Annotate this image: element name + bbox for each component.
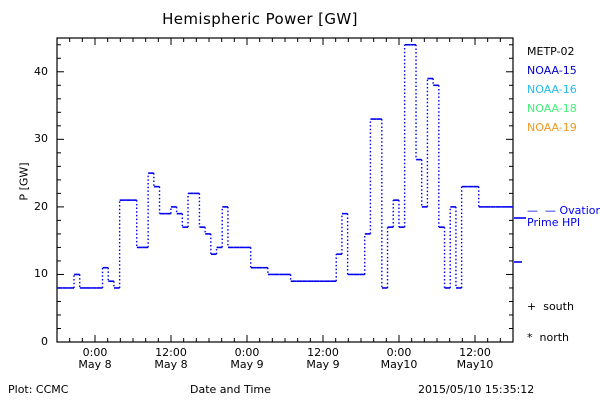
axis-ticks bbox=[56, 38, 514, 343]
x-tick-label: 0:00 May 8 bbox=[60, 347, 130, 371]
x-tick-label: 12:00 May10 bbox=[440, 347, 510, 371]
axes-frame bbox=[56, 37, 514, 343]
legend-item-label: NOAA-16 bbox=[527, 83, 577, 96]
x-tick-time: 0:00 bbox=[234, 346, 260, 359]
legend-item-noaa-16[interactable]: NOAA-16 bbox=[527, 83, 577, 96]
marker-legend-north: * north bbox=[527, 331, 570, 344]
legend-item-label: METP-02 bbox=[527, 45, 575, 58]
legend-item-noaa-15[interactable]: NOAA-15 bbox=[527, 64, 577, 77]
timestamp-label: 2015/05/10 15:35:12 bbox=[418, 383, 535, 396]
y-tick-label: 20 bbox=[34, 199, 48, 213]
legend-item-metp-02[interactable]: METP-02 bbox=[527, 45, 575, 58]
x-tick-time: 12:00 bbox=[307, 346, 339, 359]
x-tick-date: May10 bbox=[380, 358, 418, 371]
legend-item-label: NOAA-19 bbox=[527, 121, 577, 134]
plot-source-label: Plot: CCMC bbox=[8, 383, 69, 396]
y-tick-label: 0 bbox=[41, 335, 48, 348]
chart-title: Hemispheric Power [GW] bbox=[162, 10, 358, 28]
legend-item-label: NOAA-18 bbox=[527, 102, 577, 115]
x-tick-date: May10 bbox=[456, 358, 494, 371]
plot-frame bbox=[56, 37, 514, 343]
ovation-prime-legend: — — Ovation Prime HPI bbox=[527, 205, 600, 229]
x-tick-time: 12:00 bbox=[155, 346, 187, 359]
legend-item-noaa-18[interactable]: NOAA-18 bbox=[527, 102, 577, 115]
x-tick-time: 0:00 bbox=[82, 346, 108, 359]
legend-item-noaa-19[interactable]: NOAA-19 bbox=[527, 121, 577, 134]
x-tick-label: 0:00 May 9 bbox=[212, 347, 282, 371]
right-edge-marks bbox=[514, 217, 526, 263]
ovation-line2: Prime HPI bbox=[527, 216, 581, 229]
x-tick-date: May 9 bbox=[306, 358, 340, 371]
legend-item-label: NOAA-15 bbox=[527, 64, 577, 77]
x-tick-label: 12:00 May 9 bbox=[288, 347, 358, 371]
y-tick-label: 30 bbox=[34, 132, 48, 146]
x-axis-label: Date and Time bbox=[190, 383, 271, 396]
x-tick-label: 0:00 May10 bbox=[364, 347, 434, 371]
x-tick-label: 12:00 May 8 bbox=[136, 347, 206, 371]
data-series bbox=[57, 43, 513, 289]
x-tick-time: 0:00 bbox=[386, 346, 412, 359]
marker-legend-south: + south bbox=[527, 300, 574, 313]
x-tick-date: May 8 bbox=[154, 358, 188, 371]
x-tick-time: 12:00 bbox=[459, 346, 491, 359]
x-tick-date: May 9 bbox=[230, 358, 264, 371]
x-tick-date: May 8 bbox=[78, 358, 112, 371]
ovation-line1: — — Ovation bbox=[527, 204, 600, 217]
y-tick-label: 40 bbox=[34, 64, 48, 78]
y-tick-label: 10 bbox=[34, 267, 48, 281]
